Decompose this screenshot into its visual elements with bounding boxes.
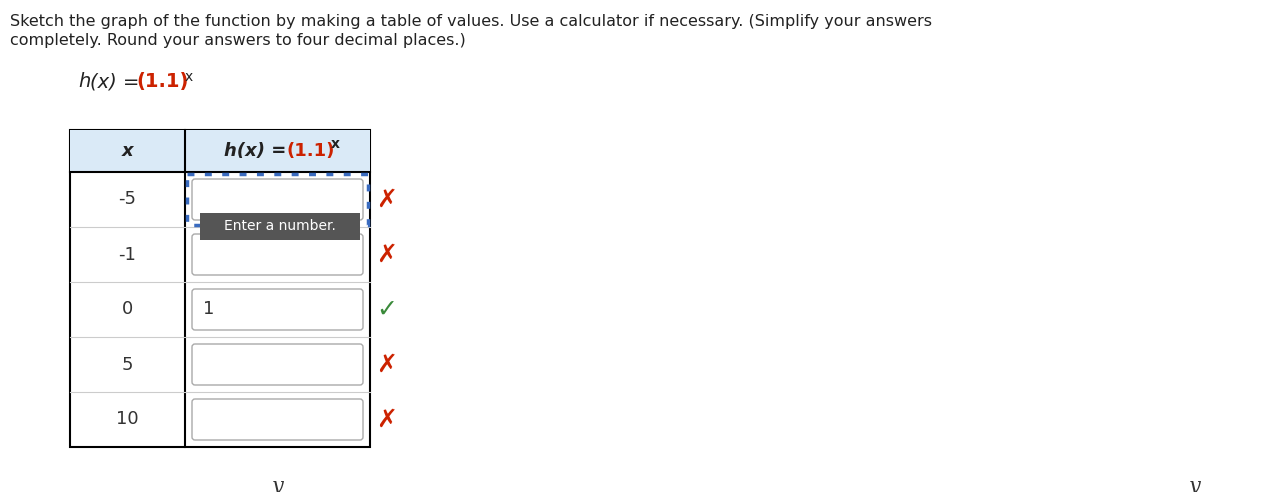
Bar: [199, 213, 359, 240]
Text: x: x: [330, 137, 339, 151]
Text: 10: 10: [116, 410, 138, 429]
FancyBboxPatch shape: [192, 399, 363, 440]
FancyBboxPatch shape: [192, 289, 363, 330]
Text: x: x: [122, 142, 133, 160]
Text: h(x) =: h(x) =: [224, 142, 292, 160]
Text: ✓: ✓: [376, 298, 398, 321]
Text: ✗: ✗: [376, 187, 398, 212]
Text: ✗: ✗: [376, 352, 398, 376]
Text: (x) =: (x) =: [90, 72, 146, 91]
Text: (1.1): (1.1): [287, 142, 335, 160]
Text: ✗: ✗: [376, 243, 398, 267]
Text: h: h: [77, 72, 90, 91]
Text: (1.1): (1.1): [136, 72, 188, 91]
Text: 5: 5: [122, 356, 133, 373]
Bar: [187, 174, 368, 225]
Text: y: y: [1189, 477, 1201, 492]
Bar: [70, 130, 370, 447]
Text: ✗: ✗: [376, 407, 398, 431]
FancyBboxPatch shape: [192, 234, 363, 275]
FancyBboxPatch shape: [192, 179, 363, 220]
Text: 1: 1: [203, 301, 215, 318]
Text: -5: -5: [118, 190, 136, 209]
Text: Sketch the graph of the function by making a table of values. Use a calculator i: Sketch the graph of the function by maki…: [10, 14, 932, 29]
Text: completely. Round your answers to four decimal places.): completely. Round your answers to four d…: [10, 33, 466, 48]
Text: x: x: [185, 70, 193, 84]
Bar: [70, 130, 370, 172]
FancyBboxPatch shape: [192, 344, 363, 385]
Text: Enter a number.: Enter a number.: [224, 219, 337, 234]
Text: y: y: [272, 477, 283, 492]
Text: 0: 0: [122, 301, 133, 318]
Text: -1: -1: [118, 246, 136, 264]
